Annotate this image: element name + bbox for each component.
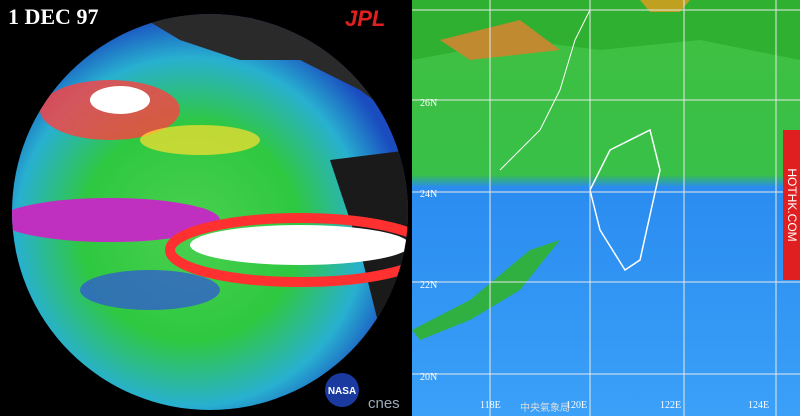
latitude-label: 20N <box>420 372 437 383</box>
cloud-brown <box>440 20 560 60</box>
cloud-yellow <box>640 0 690 12</box>
cnes-logo: cnes <box>368 395 400 412</box>
jpl-logo: JPL <box>345 6 385 31</box>
longitude-label: 124E <box>748 400 769 411</box>
latitude-label: 22N <box>420 280 437 291</box>
cloud-features <box>412 0 800 340</box>
longitude-label: 122E <box>660 400 681 411</box>
date: 1 DEC 97 <box>8 4 98 29</box>
taiwan-outline <box>589 128 661 272</box>
longitude-label: 120E <box>566 400 587 411</box>
coastline <box>499 9 591 171</box>
satellite-image <box>412 0 800 416</box>
latitude-label: 26N <box>420 98 437 109</box>
cloud-band <box>412 240 560 340</box>
anomaly-red <box>165 213 408 287</box>
nasa-logo-disc <box>325 373 359 407</box>
nasa-logo: NASA <box>328 386 356 397</box>
longitude-label: 118E <box>480 400 501 411</box>
anomaly-blue <box>80 270 220 310</box>
grid <box>412 0 800 416</box>
anomaly-purple <box>12 198 220 242</box>
watermark: HOTHK.COM <box>785 168 799 241</box>
anomaly-yellow <box>140 125 260 155</box>
anomaly-white <box>190 225 408 265</box>
latitude-label: 24N <box>420 189 437 200</box>
anomaly-north-white <box>90 86 150 114</box>
cloud-top <box>412 0 800 60</box>
credit: 中央氣象局 <box>520 401 570 414</box>
watermark-band <box>783 130 800 280</box>
